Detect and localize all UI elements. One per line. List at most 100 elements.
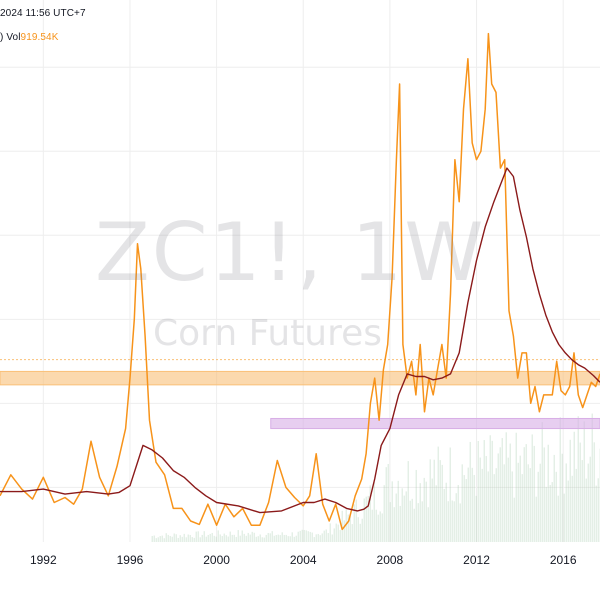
volume-bar <box>593 442 595 542</box>
volume-bar <box>595 485 597 542</box>
volume-bar <box>251 531 253 542</box>
volume-bar <box>353 504 355 542</box>
volume-bar <box>203 531 205 542</box>
volume-bar <box>455 493 457 542</box>
volume-bar <box>437 446 439 542</box>
watermark-description: Corn Futures <box>153 313 382 354</box>
volume-bar <box>523 447 525 542</box>
x-tick-label: 2016 <box>549 553 577 567</box>
volume-bar <box>469 441 471 542</box>
volume-bar <box>467 467 469 542</box>
volume-bar <box>175 534 177 542</box>
volume-bar <box>537 471 539 542</box>
volume-bar <box>525 444 527 542</box>
volume-bar <box>435 485 437 542</box>
volume-bar <box>185 537 187 542</box>
volume-bar <box>445 482 447 542</box>
volume-bar <box>289 536 291 542</box>
volume-bar <box>311 532 313 542</box>
volume-bar <box>281 532 283 542</box>
volume-bar <box>337 524 339 542</box>
volume-bar <box>181 536 183 542</box>
volume-bar <box>273 535 275 542</box>
x-tick-label: 2008 <box>376 553 404 567</box>
volume-bar <box>263 537 265 542</box>
volume-bar <box>345 509 347 542</box>
volume-bar <box>381 513 383 542</box>
volume-bar <box>385 467 387 542</box>
volume-bar <box>155 538 157 542</box>
volume-bar <box>585 478 587 542</box>
volume-bar <box>493 474 495 542</box>
volume-bar <box>249 534 251 542</box>
volume-bar <box>489 435 491 542</box>
volume-bar <box>253 532 255 542</box>
volume-bar <box>553 454 555 542</box>
x-tick-label: 2004 <box>289 553 317 567</box>
volume-bar <box>223 533 225 542</box>
volume-bar <box>587 463 589 542</box>
volume-bar <box>291 532 293 542</box>
volume-bar <box>355 499 357 542</box>
volume-bar <box>259 534 261 542</box>
x-tick-label: 1996 <box>116 553 144 567</box>
volume-bar <box>375 509 377 542</box>
volume-bar <box>443 488 445 542</box>
horizontal-zones[interactable] <box>0 370 600 430</box>
volume-bar <box>483 440 485 542</box>
zone-orange[interactable] <box>0 370 600 386</box>
volume-bar <box>297 531 299 542</box>
volume-bar <box>233 534 235 542</box>
volume-bar <box>343 520 345 542</box>
volume-bar <box>423 477 425 542</box>
volume-bar <box>511 471 513 542</box>
volume-label: Vol <box>6 32 21 43</box>
volume-bar <box>569 439 571 542</box>
volume-bar <box>399 505 401 542</box>
zone-purple[interactable] <box>270 417 600 430</box>
volume-bar <box>463 475 465 542</box>
volume-bar <box>313 537 315 542</box>
volume-bar <box>535 496 537 542</box>
volume-bar <box>411 498 413 542</box>
volume-bar <box>151 535 153 542</box>
volume-bar <box>503 464 505 542</box>
volume-bar <box>393 507 395 542</box>
volume-bar <box>169 535 171 542</box>
volume-bar <box>301 529 303 542</box>
volume-bar <box>453 501 455 542</box>
volume-bar <box>457 485 459 542</box>
volume-bar <box>217 530 219 542</box>
header-datetime: 2024 11:56 UTC+7 <box>0 8 86 19</box>
volume-bar <box>391 481 393 542</box>
volume-bar <box>341 510 343 542</box>
volume-bar <box>417 503 419 542</box>
volume-bar <box>305 530 307 542</box>
volume-bar <box>243 533 245 542</box>
volume-bar <box>231 534 233 542</box>
volume-bar <box>597 478 599 542</box>
volume-bar <box>473 474 475 542</box>
volume-bar <box>321 533 323 542</box>
volume-bar <box>159 536 161 542</box>
volume-bar <box>427 507 429 542</box>
volume-bar <box>173 533 175 542</box>
price-series-line <box>0 32 600 531</box>
volume-bar <box>567 480 569 542</box>
volume-bar <box>507 457 509 542</box>
volume-bar <box>477 441 479 542</box>
volume-bar <box>425 481 427 542</box>
volume-bar <box>431 478 433 542</box>
volume-bar <box>415 469 417 542</box>
volume-bar <box>573 431 575 542</box>
volume-bar <box>377 514 379 542</box>
volume-bar <box>295 535 297 542</box>
volume-bar <box>371 509 373 542</box>
volume-bar <box>579 442 581 542</box>
volume-bar <box>531 434 533 542</box>
volume-bar <box>505 432 507 542</box>
volume-bar <box>545 486 547 542</box>
volume-bar <box>315 534 317 542</box>
volume-bar <box>367 495 369 542</box>
